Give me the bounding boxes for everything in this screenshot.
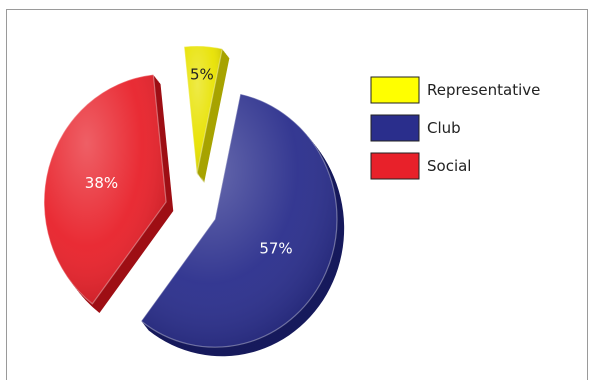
pie-slice-social xyxy=(43,73,174,313)
legend-label-club: Club xyxy=(427,119,461,137)
legend-label-representative: Representative xyxy=(427,81,540,99)
pie-slice-club xyxy=(140,93,345,357)
legend-swatch-representative xyxy=(370,76,420,104)
legend-label-social: Social xyxy=(427,157,471,175)
slice-label-social: 38% xyxy=(85,174,118,192)
legend-swatch-social xyxy=(370,152,420,180)
legend-swatch-club xyxy=(370,114,420,142)
legend: Representative Club Social xyxy=(370,76,540,180)
slice-label-representative: 5% xyxy=(190,65,214,83)
pie-slices: 5% 57% 38% xyxy=(43,45,345,357)
pie-slice-representative xyxy=(183,45,230,184)
slice-label-club: 57% xyxy=(259,239,292,257)
